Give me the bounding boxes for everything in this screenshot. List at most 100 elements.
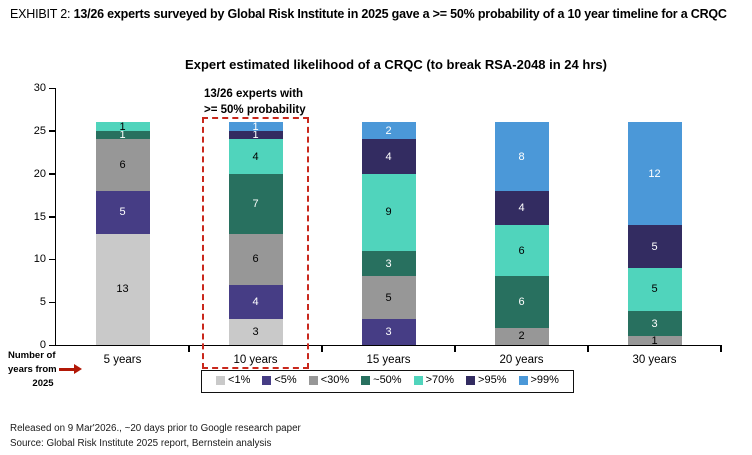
annotation-line1: 13/26 experts with bbox=[204, 88, 304, 100]
bar-segment-value: 5 bbox=[651, 240, 658, 253]
x-tick-mark-5 bbox=[720, 345, 722, 352]
bar-segment-value: 3 bbox=[651, 317, 658, 330]
bar-segment->99%: 1 bbox=[228, 121, 283, 133]
bar-segment->70%: 9 bbox=[361, 173, 416, 251]
legend-swatch bbox=[216, 375, 226, 385]
y-tick-mark-5 bbox=[49, 301, 56, 304]
stacked-bar-30-years: 1 3 5 5 12 bbox=[627, 88, 682, 347]
bar-segment-value: 5 bbox=[119, 206, 126, 219]
bar-segment-<30%: 6 bbox=[95, 139, 150, 191]
bar-segment-value: 4 bbox=[385, 150, 392, 163]
bar-segment-<30%: 1 bbox=[627, 334, 682, 347]
legend-swatch bbox=[466, 375, 476, 385]
legend-item-<30%: <30% bbox=[308, 374, 350, 386]
exhibit-label: EXHIBIT 2: bbox=[10, 7, 74, 21]
bar-segment->95%: 1 bbox=[228, 129, 283, 142]
y-tick-label-25: 25 bbox=[33, 124, 46, 137]
annotation: 13/26 experts with >= 50% probability bbox=[204, 87, 306, 118]
red-arrow-icon bbox=[58, 364, 82, 375]
bar-segment-value: 1 bbox=[252, 129, 259, 142]
annotation-line2: >= 50% probability bbox=[204, 103, 306, 116]
bar-segment-value: 6 bbox=[119, 159, 126, 172]
x-tick-mark-3 bbox=[454, 345, 456, 352]
stacked-bar-20-years: 2 6 6 4 8 bbox=[494, 88, 549, 345]
x-tick-mark-1 bbox=[188, 345, 190, 352]
bar-segment->95%: 4 bbox=[361, 139, 416, 174]
bar-segment-value: 7 bbox=[252, 197, 259, 210]
bar-segment-value: 6 bbox=[252, 253, 259, 266]
bar-segment-<30%: 5 bbox=[361, 276, 416, 320]
bar-segment-~50%: 1 bbox=[95, 129, 150, 141]
y-tick-label-30: 30 bbox=[33, 82, 46, 94]
legend-swatch bbox=[413, 375, 423, 385]
bar-segment-<5%: 5 bbox=[95, 190, 150, 234]
bar-segment-value: 13 bbox=[116, 283, 129, 296]
x-category-label-15-years: 15 years bbox=[366, 354, 411, 366]
bar-segment-<30%: 2 bbox=[494, 327, 549, 345]
bar-segment-value: 1 bbox=[651, 334, 658, 347]
bar-column-15-years: 3 5 3 9 4 2 15 years bbox=[322, 88, 455, 366]
x-axis-note-line3: 2025 bbox=[32, 377, 54, 389]
y-tick-label-20: 20 bbox=[33, 167, 46, 180]
bar-segment->70%: 6 bbox=[494, 225, 549, 277]
bar-segment-value: 1 bbox=[119, 120, 126, 133]
exhibit-title: 13/26 experts surveyed by Global Risk In… bbox=[73, 7, 727, 21]
legend-item->70%: >70% bbox=[413, 374, 455, 386]
stacked-bar-15-years: 3 5 3 9 4 2 bbox=[361, 88, 416, 345]
footer: Released on 9 Mar'2026., ~20 days prior … bbox=[10, 421, 301, 451]
bar-segment-~50%: 3 bbox=[361, 250, 416, 277]
x-tick-mark-4 bbox=[587, 345, 589, 352]
bar-segment-value: 12 bbox=[648, 167, 661, 180]
legend-item-<1%: <1% bbox=[216, 374, 250, 386]
legend-label: >95% bbox=[478, 374, 507, 386]
bar-segment-value: 6 bbox=[518, 244, 525, 257]
legend-swatch bbox=[518, 375, 528, 385]
legend-item-<5%: <5% bbox=[262, 374, 297, 386]
legend-label: <30% bbox=[320, 374, 350, 386]
y-tick-mark-10 bbox=[49, 258, 56, 261]
bar-segment->99%: 12 bbox=[627, 122, 682, 226]
bar-segment-value: 4 bbox=[252, 296, 259, 309]
highlight-dashed-box bbox=[202, 117, 309, 369]
bar-segment-<30%: 6 bbox=[228, 233, 283, 286]
legend-label: ~50% bbox=[373, 374, 402, 386]
x-axis-note-line2: years from bbox=[8, 363, 100, 377]
bar-segment-value: 8 bbox=[518, 150, 525, 163]
bar-column-30-years: 1 3 5 5 12 30 years bbox=[588, 88, 721, 366]
legend-item->95%: >95% bbox=[466, 374, 507, 386]
legend-label: >70% bbox=[425, 374, 455, 386]
exhibit-header: EXHIBIT 2: 13/26 experts surveyed by Glo… bbox=[10, 6, 744, 23]
x-category-label-5-years: 5 years bbox=[103, 354, 142, 366]
x-tick-mark-2 bbox=[321, 345, 323, 352]
legend-label: <1% bbox=[228, 374, 251, 386]
x-axis-note: Number of years from 2025 bbox=[8, 349, 100, 390]
bar-segment->99%: 8 bbox=[494, 122, 549, 191]
x-category-label-30-years: 30 years bbox=[632, 354, 677, 366]
bar-segment-value: 5 bbox=[385, 291, 392, 304]
bar-columns: 13 5 6 1 1 5 years 3 4 6 7 4 1 1 10 years 3 5 3 9 4 2 15 yea… bbox=[56, 88, 721, 369]
bar-segment-value: 2 bbox=[518, 330, 525, 343]
bar-segment-<1%: 3 bbox=[228, 319, 283, 345]
legend-label: <5% bbox=[274, 374, 297, 386]
y-tick-mark-15 bbox=[49, 216, 56, 218]
bar-column-10-years: 3 4 6 7 4 1 1 10 years bbox=[189, 88, 322, 369]
legend-item->99%: >99% bbox=[518, 374, 559, 386]
bar-column-5-years: 13 5 6 1 1 5 years bbox=[56, 88, 189, 366]
y-tick-mark-30 bbox=[49, 87, 56, 89]
bar-segment->95%: 5 bbox=[627, 225, 682, 268]
legend-swatch bbox=[262, 375, 272, 385]
footer-release-note: Released on 9 Mar'2026., ~20 days prior … bbox=[10, 423, 301, 434]
bar-segment->70%: 5 bbox=[627, 267, 682, 311]
y-tick-mark-20 bbox=[49, 173, 56, 175]
y-tick-label-15: 15 bbox=[33, 210, 46, 223]
bar-segment-value: 6 bbox=[518, 296, 525, 309]
bar-segment-value: 5 bbox=[651, 283, 658, 296]
y-tick-label-10: 10 bbox=[33, 253, 46, 266]
y-tick-label-0: 0 bbox=[39, 339, 46, 351]
legend-label: >99% bbox=[530, 374, 559, 386]
bar-segment-value: 3 bbox=[385, 257, 392, 270]
bar-segment-~50%: 3 bbox=[627, 310, 682, 337]
legend-swatch bbox=[361, 375, 371, 385]
